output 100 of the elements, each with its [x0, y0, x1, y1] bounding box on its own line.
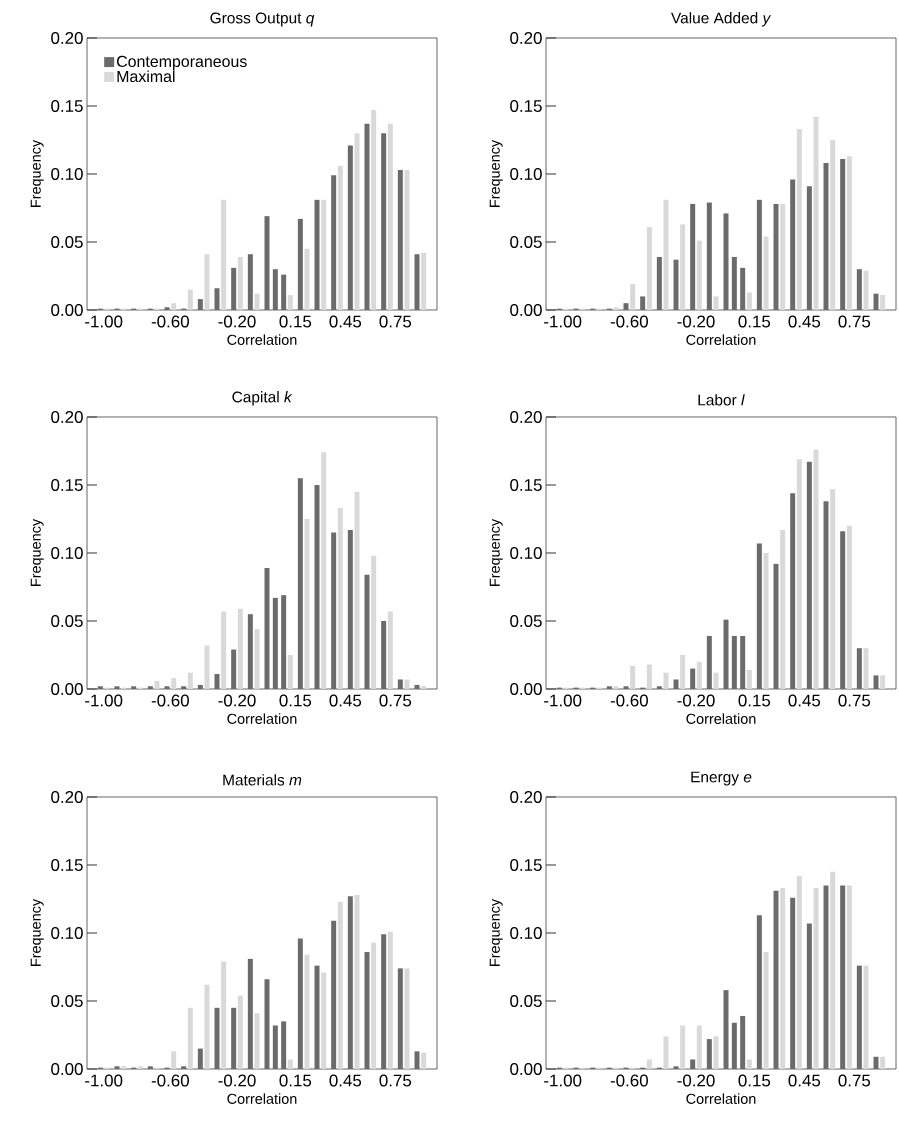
bar [790, 493, 796, 689]
bar [723, 619, 729, 689]
x-tick-label: 0.75 [379, 1074, 412, 1087]
bar [673, 1066, 679, 1069]
x-tick-label: -0.20 [218, 1074, 256, 1087]
bar [731, 635, 737, 689]
bar [231, 649, 237, 689]
bar [414, 1051, 420, 1069]
bar [347, 896, 353, 1069]
y-tick-label: 0.20 [51, 410, 83, 423]
y-tick-label: 0.20 [51, 31, 83, 44]
y-tick-label: 0.15 [510, 478, 542, 491]
bar [763, 952, 769, 1069]
bar [337, 901, 343, 1069]
bar [673, 259, 679, 310]
bar [746, 669, 752, 689]
bar [221, 611, 227, 689]
bar [364, 574, 370, 689]
bar [763, 552, 769, 689]
y-tick-label: 0.20 [510, 31, 542, 44]
bar [337, 508, 343, 689]
x-tick-label: -0.20 [218, 315, 256, 328]
x-tick-label: 0.45 [788, 1074, 821, 1087]
bar [880, 675, 886, 689]
y-tick-label: 0.00 [510, 683, 542, 695]
bar [663, 199, 669, 310]
bar [281, 274, 287, 310]
bar [247, 614, 253, 689]
bar [314, 484, 320, 689]
bar [840, 159, 846, 310]
bar [696, 661, 702, 689]
bar [197, 684, 203, 689]
chart-title: Capital k [232, 391, 293, 406]
x-axis-title: Correlation [227, 1093, 297, 1104]
bar [237, 256, 243, 310]
bar [264, 216, 270, 310]
bar [880, 295, 886, 310]
x-tick-label: 0.15 [279, 1074, 312, 1087]
bar [746, 1059, 752, 1069]
bar [846, 156, 852, 310]
bar [154, 680, 160, 689]
bar [646, 1059, 652, 1069]
bar [371, 110, 377, 310]
bar [680, 224, 686, 310]
bar [723, 990, 729, 1069]
x-tick-label: -0.60 [151, 1074, 189, 1087]
bar [823, 163, 829, 310]
bar [756, 199, 762, 310]
bar [690, 1059, 696, 1069]
bar [656, 256, 662, 310]
bar [264, 567, 270, 689]
x-tick-label: 0.75 [838, 694, 871, 707]
y-axis-title: Frequency [489, 518, 503, 586]
bar [756, 915, 762, 1069]
y-tick-label: 0.10 [51, 927, 83, 939]
y-tick-label: 0.05 [510, 615, 542, 627]
bar [147, 686, 153, 689]
bar [840, 885, 846, 1069]
bar [214, 674, 220, 689]
bar [830, 871, 836, 1069]
x-tick-label: 0.75 [379, 694, 412, 707]
y-tick-label: 0.10 [51, 167, 83, 180]
bar [287, 295, 293, 310]
bar [856, 965, 862, 1069]
bar [763, 236, 769, 310]
bar [806, 461, 812, 689]
bar [640, 296, 646, 310]
bar [780, 888, 786, 1069]
legend-label: Contemporaneous [116, 55, 247, 71]
bar [713, 1036, 719, 1069]
bar [164, 307, 170, 310]
bar [321, 972, 327, 1069]
bar [304, 518, 310, 689]
bar [181, 1066, 187, 1069]
bar [297, 218, 303, 310]
chart-title: Value Added y [671, 12, 772, 27]
bar [197, 299, 203, 310]
y-tick-label: 0.20 [51, 791, 83, 803]
y-tick-label: 0.15 [51, 478, 83, 491]
bar [830, 489, 836, 689]
y-tick-label: 0.10 [510, 547, 542, 559]
y-axis-title: Frequency [489, 139, 503, 207]
bar [404, 169, 410, 310]
bar [397, 169, 403, 310]
bar [171, 678, 177, 689]
x-tick-label: -1.00 [544, 694, 582, 707]
bar [806, 186, 812, 310]
bar [354, 491, 360, 689]
bar [354, 133, 360, 310]
bar [281, 1021, 287, 1069]
bar [97, 686, 103, 689]
y-axis-title: Frequency [30, 139, 44, 207]
bar [740, 267, 746, 310]
bar [713, 296, 719, 310]
bar [823, 501, 829, 689]
bar [121, 1066, 127, 1069]
bar [204, 984, 210, 1069]
chart-title: Gross Output q [210, 12, 315, 27]
bar [740, 635, 746, 689]
y-tick-label: 0.05 [510, 995, 542, 1007]
